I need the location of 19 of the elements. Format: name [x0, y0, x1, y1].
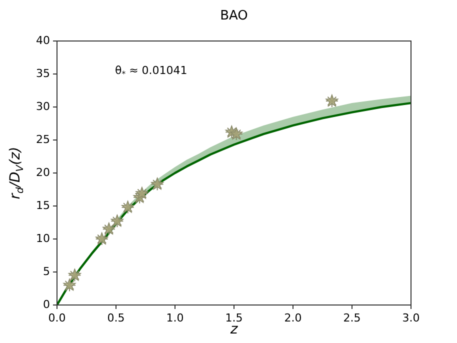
- y-tick-label: 30: [36, 100, 50, 113]
- y-tick-label: 25: [36, 132, 50, 146]
- y-tick-label: 5: [43, 264, 50, 278]
- y-tick-label: 20: [36, 166, 50, 179]
- x-tick-label: 2.5: [343, 311, 361, 324]
- y-tick-label: 15: [36, 198, 50, 212]
- x-tick-label: 0.0: [48, 311, 66, 324]
- x-tick-label: 3.0: [402, 311, 420, 324]
- chart-title: BAO: [220, 8, 248, 24]
- y-tick-label: 40: [36, 34, 50, 47]
- x-axis-title: z: [229, 322, 238, 338]
- y-tick-label: 35: [36, 66, 50, 80]
- x-tick-label: 1.0: [166, 311, 184, 324]
- x-tick-label: 0.5: [107, 311, 125, 324]
- y-tick-label: 10: [36, 232, 50, 245]
- y-axis-title: rd/DV(z): [8, 146, 26, 200]
- y-tick-label: 0: [43, 298, 50, 311]
- x-tick-label: 1.5: [225, 311, 243, 324]
- x-tick-label: 2.0: [284, 311, 302, 324]
